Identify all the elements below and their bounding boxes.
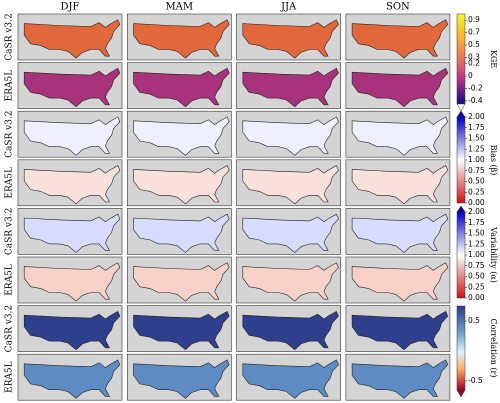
colorbar-extend	[456, 205, 466, 213]
colorbar-tick-label: -0.4	[468, 96, 483, 105]
colorbar-label: Correlation (r)	[489, 319, 498, 378]
colorbar-tick-label: 0.7	[468, 28, 480, 37]
colorbar-tick-label: 1.50	[468, 229, 485, 238]
map-region	[23, 67, 121, 108]
colorbar-tick-label: 0.50	[468, 177, 485, 186]
map-region	[133, 165, 230, 205]
map-region	[351, 310, 449, 351]
colorbar-tick-label: 2.00	[468, 112, 485, 121]
map-region	[23, 19, 121, 59]
colorbar	[456, 305, 466, 391]
map-region	[133, 67, 230, 108]
column-header: SON	[386, 2, 410, 13]
colorbar-tick-label: 0.50	[468, 272, 485, 281]
map-region	[242, 262, 339, 302]
colorbar-tick-label: 0.5	[468, 316, 480, 325]
colorbar-label: Bias (β)	[489, 145, 498, 176]
row-label: CaSR v3.2	[5, 110, 15, 157]
map-region	[242, 67, 339, 108]
colorbar-tick-label: 0.25	[468, 187, 485, 196]
colorbar-label: Variability (α)	[489, 226, 498, 283]
map-region	[242, 116, 339, 156]
map-region	[351, 19, 449, 59]
colorbar-tick-label: 0.75	[468, 166, 485, 175]
colorbar-tick-label: 1.75	[468, 218, 485, 227]
map-region	[351, 116, 449, 156]
map-region	[23, 116, 121, 156]
map-region	[23, 310, 121, 351]
colorbar-extend	[456, 110, 466, 118]
map-region	[23, 213, 121, 253]
map-region	[133, 213, 230, 253]
colorbar-tick-label: 0.00	[468, 293, 485, 302]
map-region	[23, 359, 121, 399]
colorbar-tick-label: 0.75	[468, 261, 485, 270]
map-region	[242, 213, 339, 253]
colorbar-tick-label: 0.5	[468, 40, 480, 49]
colorbar-label: KGE	[489, 50, 498, 68]
map-region	[351, 262, 449, 302]
row-label: ERA5L	[5, 264, 15, 296]
colorbar-tick-label: 1.50	[468, 134, 485, 143]
row-label: CaSR v3.2	[5, 305, 15, 352]
map-region	[242, 19, 339, 59]
colorbar-tick-label: 2.00	[468, 207, 485, 216]
colorbar	[456, 13, 466, 105]
colorbar-extend	[456, 103, 466, 112]
colorbar	[456, 211, 466, 299]
map-region	[242, 165, 339, 205]
colorbar-tick-label: 1.25	[468, 144, 485, 153]
column-header: DJF	[61, 2, 80, 13]
colorbar-tick-label: 0.25	[468, 282, 485, 291]
colorbar-tick-label: 0	[468, 71, 473, 80]
colorbar-tick-label: 0.00	[468, 198, 485, 207]
column-header: MAM	[165, 2, 193, 13]
colorbar-tick-label: 1.00	[468, 155, 485, 164]
map-region	[133, 262, 230, 302]
map-region	[242, 310, 339, 351]
colorbar-tick-label: -0.2	[468, 83, 483, 92]
map-region	[23, 165, 121, 205]
map-region	[133, 19, 230, 59]
map-region	[23, 262, 121, 302]
row-label: ERA5L	[5, 70, 15, 102]
row-label: ERA5L	[5, 361, 15, 393]
colorbar-tick-label: 0.2	[468, 59, 480, 68]
map-region	[351, 359, 449, 399]
row-label: CaSR v3.2	[5, 208, 15, 255]
column-header: JJA	[280, 2, 297, 13]
colorbar-extend	[456, 389, 466, 398]
map-region	[133, 359, 230, 399]
colorbar	[456, 116, 466, 204]
map-region	[351, 165, 449, 205]
map-region	[351, 67, 449, 108]
row-label: ERA5L	[5, 167, 15, 199]
map-region	[133, 116, 230, 156]
colorbar-tick-label: -0.5	[468, 376, 483, 385]
row-label: CaSR v3.2	[5, 13, 15, 60]
colorbar-tick-label: 1.75	[468, 123, 485, 132]
map-region	[351, 213, 449, 253]
colorbar-tick-label: 1.00	[468, 250, 485, 259]
map-region	[242, 359, 339, 399]
colorbar-tick-label: 0.9	[468, 15, 480, 24]
map-region	[133, 310, 230, 351]
colorbar-tick-label: 0.3	[468, 52, 480, 61]
colorbar-tick-label: 1.25	[468, 239, 485, 248]
